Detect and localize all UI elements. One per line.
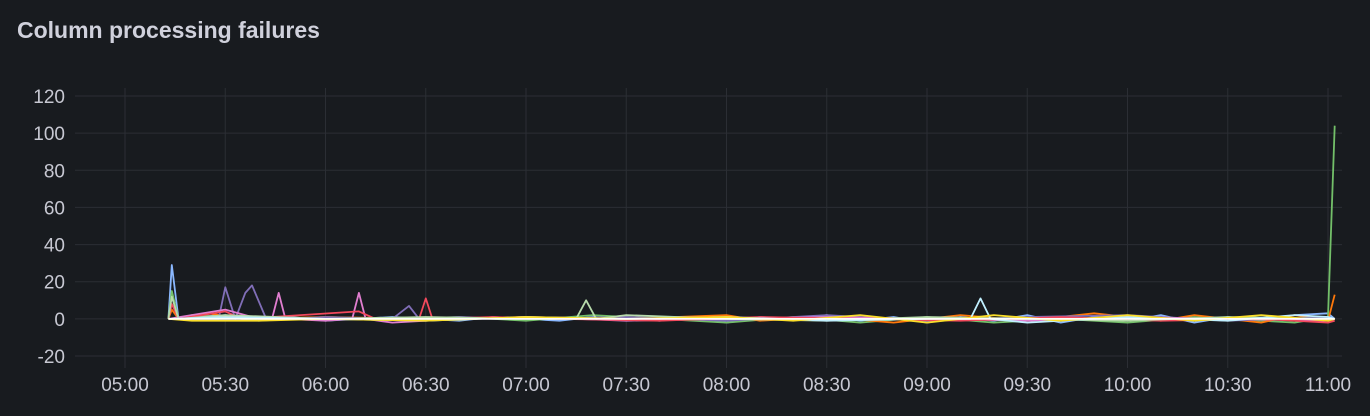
y-tick-label: -20 <box>38 347 65 368</box>
y-tick-label: 40 <box>44 236 65 257</box>
series-line-1 <box>167 125 1336 324</box>
x-tick-label: 06:30 <box>402 375 450 396</box>
series-line-0 <box>167 264 1336 324</box>
y-tick-label: 0 <box>54 310 65 331</box>
x-tick-label: 07:00 <box>502 375 550 396</box>
x-tick-label: 10:30 <box>1204 375 1252 396</box>
grid <box>75 88 1342 368</box>
y-tick-label: 120 <box>33 87 65 108</box>
panel-title: Column processing failures <box>17 17 320 43</box>
x-tick-label: 06:00 <box>302 375 350 396</box>
series-lines <box>167 125 1336 324</box>
y-tick-label: 60 <box>44 198 65 219</box>
x-tick-label: 10:00 <box>1104 375 1152 396</box>
x-tick-label: 09:30 <box>1003 375 1051 396</box>
x-tick-label: 09:00 <box>903 375 951 396</box>
x-tick-label: 08:00 <box>703 375 751 396</box>
x-tick-label: 07:30 <box>602 375 650 396</box>
y-tick-label: 80 <box>44 161 65 182</box>
series-line-3 <box>168 284 1335 322</box>
x-axis: 05:00 05:30 06:00 06:30 07:00 07:30 08:00 08:30… <box>101 375 1351 396</box>
x-tick-label: 08:30 <box>803 375 851 396</box>
x-tick-label: 05:30 <box>201 375 249 396</box>
x-tick-label: 05:00 <box>101 375 149 396</box>
y-tick-label: 20 <box>44 273 65 294</box>
x-tick-label: 11:00 <box>1305 375 1351 396</box>
y-axis: -20 0 20 40 60 80 100 120 <box>33 87 65 368</box>
y-tick-label: 100 <box>33 124 65 145</box>
